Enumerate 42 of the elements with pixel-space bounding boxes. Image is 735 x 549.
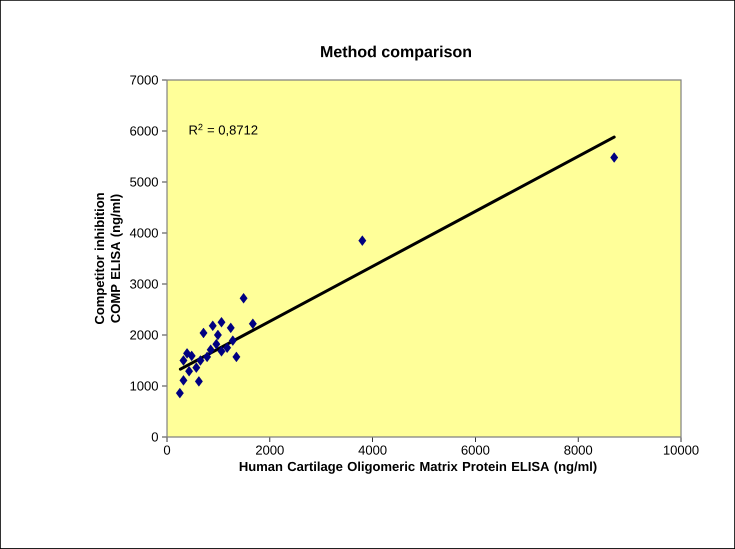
point [232,352,240,362]
point [180,375,188,386]
point [218,346,226,357]
point [214,330,222,340]
point [203,352,212,362]
point [240,293,248,304]
y-tick-label: 1000 [130,381,158,391]
y-tick-label: 4000 [130,228,158,238]
point [226,322,235,334]
point [212,338,220,350]
x-tick-label: 2000 [256,446,284,455]
x-tick-label: 6000 [462,446,490,455]
point [208,320,217,332]
point [176,388,184,398]
x-tick-label: 8000 [564,446,592,455]
y-tick-label: 5000 [130,177,158,187]
point [194,376,203,387]
y-axis-title: Competitor inhibition COMP ELISA (ng/ml) [94,193,123,324]
x-tick-label: 0 [164,446,170,455]
y-tick-label: 3000 [130,279,158,289]
y-tick-label: 6000 [130,126,158,136]
x-tick-label: 10000 [664,446,699,455]
point [192,362,200,373]
y-tick-label: 7000 [130,75,158,85]
chart-title: Method comparison [321,46,472,60]
point [248,318,257,329]
point [185,366,194,376]
point [218,317,226,328]
point [206,344,215,355]
point [180,355,188,366]
point [610,152,618,163]
y-tick-label: 0 [152,432,158,442]
point [188,350,196,362]
point [223,342,232,353]
point [358,235,366,246]
point [228,335,237,346]
point [196,355,204,366]
x-axis-title: Human Cartilage Oligomeric Matrix Protein ELISA (ng/ml) [240,462,596,474]
x-tick-label: 4000 [358,446,387,455]
point [200,328,208,338]
annotation: R$^{2}$ = 0,8712 [190,124,258,136]
y-tick-label: 2000 [130,330,158,340]
